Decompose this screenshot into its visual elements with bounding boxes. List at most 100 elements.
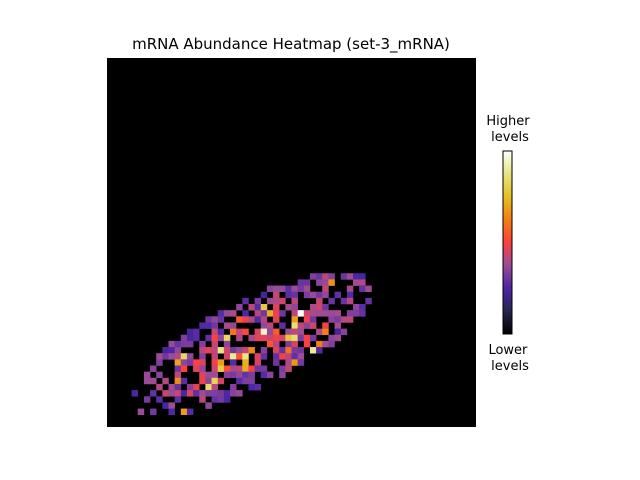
chart-title: mRNA Abundance Heatmap (set-3_mRNA) (132, 35, 450, 54)
heatmap-cell (297, 310, 305, 317)
heatmap-cell (223, 334, 231, 342)
heatmap-cell (279, 365, 286, 372)
heatmap-cell (322, 328, 329, 336)
heatmap-cell (248, 334, 255, 342)
heatmap-cell (180, 340, 188, 348)
heatmap-cell (168, 390, 175, 397)
heatmap-cell (285, 340, 292, 348)
heatmap-cell (186, 328, 194, 336)
heatmap-cell (346, 316, 354, 323)
heatmap-cell (291, 316, 298, 323)
heatmap-cell (186, 353, 194, 360)
heatmap-cell (254, 316, 262, 323)
heatmap-cell (346, 273, 354, 280)
colorbar-top-label-line-2: levels (491, 130, 529, 145)
heatmap-cell (193, 359, 200, 366)
heatmap-cell (328, 310, 335, 317)
heatmap-cell (260, 365, 268, 372)
heatmap-cell (248, 377, 255, 385)
heatmap-cell (242, 365, 249, 372)
heatmap-cell (260, 371, 268, 379)
heatmap-cell (168, 383, 175, 391)
heatmap-cell (199, 377, 206, 385)
heatmap-cell (297, 279, 305, 286)
heatmap-cell (211, 334, 218, 342)
heatmap-cell (174, 371, 182, 379)
heatmap-cell (291, 304, 298, 311)
colorbar-bottom-label: Lower levels (488, 343, 531, 374)
heatmap-cell (346, 297, 354, 305)
heatmap-cell (223, 310, 231, 317)
heatmap-cell (273, 328, 280, 336)
heatmap-cell (174, 365, 182, 372)
heatmap-cell (260, 310, 268, 317)
heatmap-cell (230, 359, 237, 366)
heatmap-cell (193, 334, 200, 342)
heatmap-cell (285, 328, 292, 336)
heatmap-cell (309, 273, 317, 280)
heatmap-cell (174, 377, 182, 385)
heatmap-cell (199, 322, 206, 329)
heatmap-cell (236, 328, 243, 336)
heatmap-cell (162, 353, 169, 360)
heatmap-cell (260, 291, 268, 299)
heatmap-cell (353, 304, 360, 311)
heatmap-cell (242, 377, 249, 385)
heatmap-cell (291, 353, 298, 360)
heatmap-cell (322, 279, 329, 286)
heatmap-cell (205, 334, 212, 342)
heatmap-cell (131, 390, 139, 397)
heatmap-cell (309, 291, 317, 299)
heatmap-cell (303, 291, 311, 299)
heatmap-cell (297, 285, 305, 292)
heatmap-cells (131, 273, 372, 415)
heatmap-cell (217, 316, 225, 323)
heatmap-cell (254, 304, 262, 311)
heatmap-cell (359, 273, 366, 280)
heatmap-cell (186, 334, 194, 342)
heatmap-cell (236, 316, 243, 323)
heatmap-cell (236, 371, 243, 379)
heatmap-cell (285, 334, 292, 342)
heatmap-cell (236, 304, 243, 311)
heatmap-cell (322, 291, 329, 299)
heatmap-cell (193, 390, 200, 397)
colorbar-top-label-line-1: Higher (486, 114, 530, 129)
heatmap-cell (217, 390, 225, 397)
colorbar-top-label: Higher levels (486, 114, 533, 145)
heatmap-cell (316, 340, 323, 348)
heatmap-cell (211, 340, 218, 348)
heatmap-cell (223, 347, 231, 354)
heatmap-cell (217, 328, 225, 336)
heatmap-cell (236, 365, 243, 372)
heatmap-cell (168, 402, 175, 409)
heatmap-cell (199, 353, 206, 360)
heatmap-cell (199, 359, 206, 366)
heatmap-cell (230, 353, 237, 360)
heatmap-cell (322, 273, 329, 280)
heatmap-cell (316, 279, 323, 286)
heatmap-cell (248, 316, 255, 323)
heatmap-cell (230, 322, 237, 329)
heatmap-cell (291, 310, 298, 317)
heatmap-cell (156, 359, 163, 366)
heatmap-cell (254, 383, 262, 391)
heatmap-cell (254, 310, 262, 317)
heatmap-cell (254, 334, 262, 342)
heatmap-cell (193, 328, 200, 336)
heatmap-cell (211, 353, 218, 360)
heatmap-cell (291, 328, 298, 336)
heatmap-cell (174, 347, 182, 354)
heatmap-cell (156, 396, 163, 403)
heatmap-cell (279, 371, 286, 379)
heatmap-cell (248, 383, 255, 391)
heatmap-cell (211, 359, 218, 366)
heatmap-cell (199, 396, 206, 403)
heatmap-cell (322, 322, 329, 329)
heatmap-cell (174, 353, 182, 360)
heatmap-cell (236, 353, 243, 360)
heatmap-cell (199, 340, 206, 348)
heatmap-cell (266, 371, 274, 379)
heatmap-cell (180, 353, 188, 360)
heatmap-cell (340, 328, 348, 336)
